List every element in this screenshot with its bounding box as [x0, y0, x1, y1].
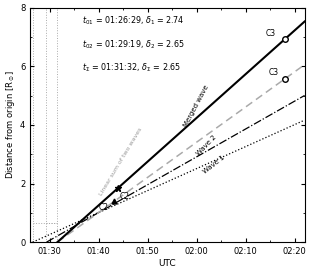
Text: C2: C2: [99, 203, 109, 212]
X-axis label: UTC: UTC: [158, 259, 176, 268]
Text: Wave 2: Wave 2: [195, 134, 217, 157]
Text: Wave 1: Wave 1: [202, 154, 226, 175]
Text: $t_\Sigma$ = 01:31:32, $\delta_\Sigma$ = 2.65: $t_\Sigma$ = 01:31:32, $\delta_\Sigma$ =…: [82, 62, 182, 74]
Text: $t_{02}$ = 01:29:19, $\delta_2$ = 2.65: $t_{02}$ = 01:29:19, $\delta_2$ = 2.65: [82, 38, 185, 51]
Text: $t_{01}$ = 01:26:29, $\delta_1$ = 2.74: $t_{01}$ = 01:26:29, $\delta_1$ = 2.74: [82, 15, 185, 27]
Text: Merged wave: Merged wave: [183, 84, 210, 128]
Y-axis label: Distance from origin [R$_\odot$]: Distance from origin [R$_\odot$]: [4, 70, 17, 180]
Text: C3: C3: [266, 29, 276, 38]
Text: C3: C3: [269, 68, 279, 77]
Text: C2: C2: [120, 192, 130, 201]
Text: Linear sum of two waves: Linear sum of two waves: [98, 127, 143, 197]
